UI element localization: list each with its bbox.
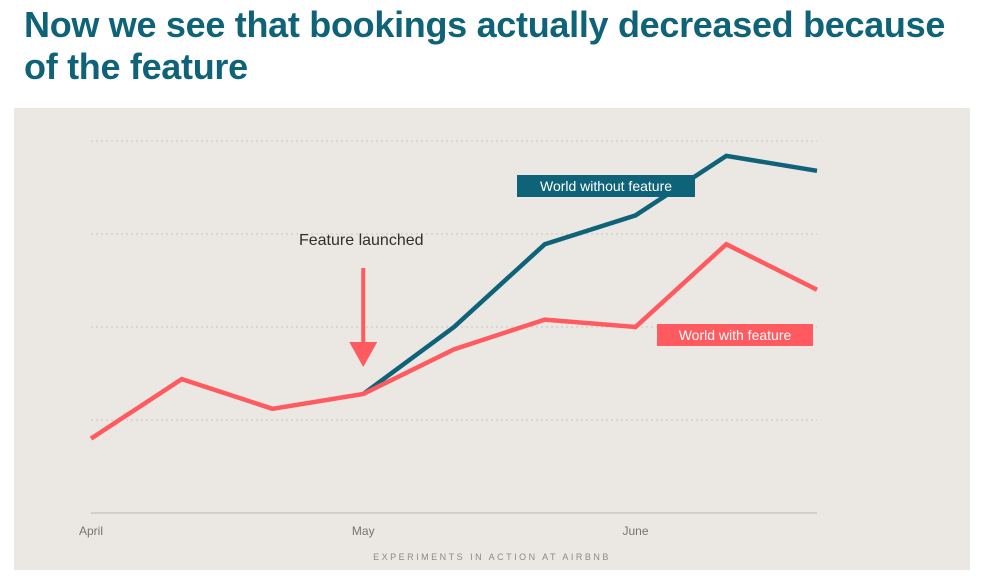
line-chart: April May June Feature launched World with… (79, 140, 819, 538)
chart-panel: April May June Feature launched World with… (14, 108, 970, 570)
label-world-without-feature: World without feature (517, 175, 695, 197)
label-world-with-feature: World with feature (657, 324, 813, 346)
x-tick-label: June (622, 524, 648, 538)
slide-footer: EXPERIMENTS IN ACTION AT AIRBNB (373, 552, 611, 562)
x-tick-label: May (352, 524, 375, 538)
series-label-box (517, 175, 695, 197)
grid-lines (91, 140, 817, 421)
series-line-with-feature (89, 241, 819, 441)
x-tick-label: April (79, 524, 103, 538)
annotation-label: Feature launched (299, 232, 424, 249)
series-label-text: World with feature (679, 327, 792, 343)
annotation: Feature launched (299, 232, 424, 367)
series-label-text: World without feature (540, 178, 672, 194)
series-labels: World without feature World with feature (517, 175, 813, 346)
slide-title: Now we see that bookings actually decrea… (24, 4, 946, 87)
series-lines (89, 153, 819, 441)
series-line-without-feature (361, 153, 818, 396)
series-label-box (657, 324, 813, 346)
x-tick-labels: April May June (79, 524, 649, 538)
annotation-arrow-head (349, 342, 378, 367)
